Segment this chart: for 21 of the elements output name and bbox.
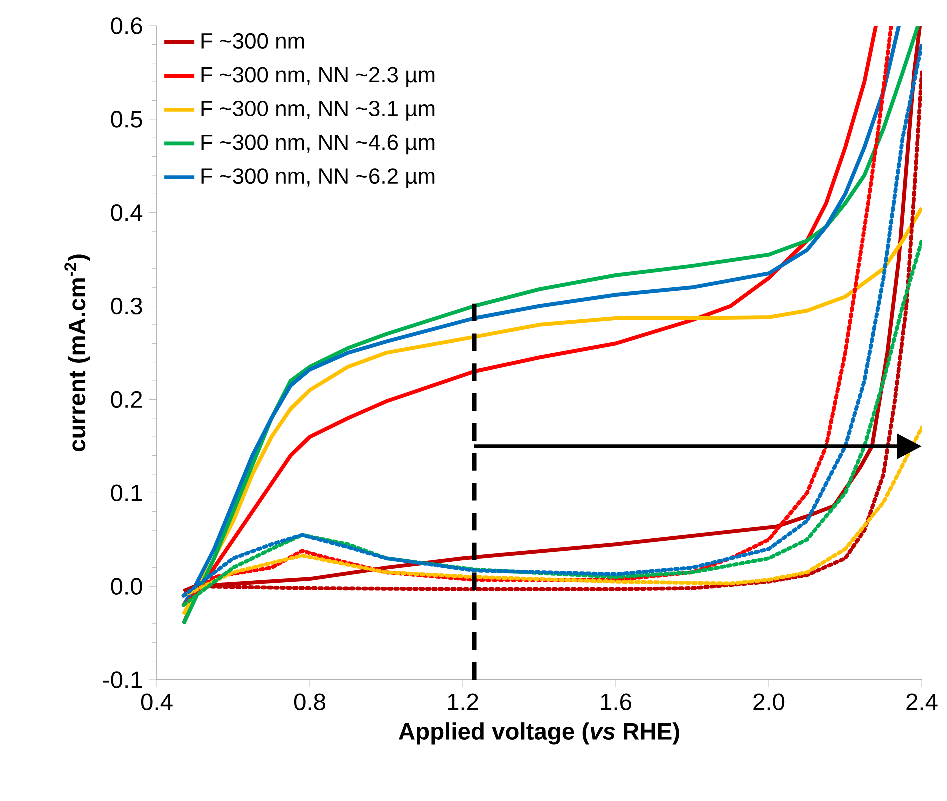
legend-label: F ~300 nm, NN ~6.2 µm: [202, 168, 435, 188]
y-tick-label: 0.4: [111, 204, 143, 222]
x-tick-label: 1.2: [448, 694, 478, 710]
x-tick-label: 1.6: [601, 694, 632, 710]
legend-label: F ~300 nm, NN ~3.1 µm: [202, 100, 435, 121]
y-tick-label: 0.2: [111, 391, 142, 408]
y-tick-label: 0.6: [111, 18, 142, 34]
x-axis-title: Applied voltage (vs RHE): [399, 722, 680, 745]
y-tick-label: -0.1: [103, 672, 142, 688]
legend-label: F ~300 nm, NN ~2.3 µm: [202, 67, 435, 88]
x-tick-label: 0.8: [294, 694, 326, 710]
legend-label: F ~300 nm, NN ~4.6 µm: [202, 134, 435, 155]
y-tick-label: 0.5: [111, 111, 142, 128]
y-tick-label: 0.1: [111, 484, 142, 502]
x-tick-label: 0.4: [141, 694, 173, 710]
y-tick-label: 0.0: [111, 578, 142, 595]
x-tick-label: 2.4: [906, 694, 938, 710]
x-tick-label: 2.0: [754, 694, 785, 710]
y-axis-title: current (mA.cm$^{-2}$): [64, 254, 90, 452]
y-tick-label: 0.3: [111, 298, 142, 315]
legend-label: F ~300 nm: [202, 33, 304, 49]
